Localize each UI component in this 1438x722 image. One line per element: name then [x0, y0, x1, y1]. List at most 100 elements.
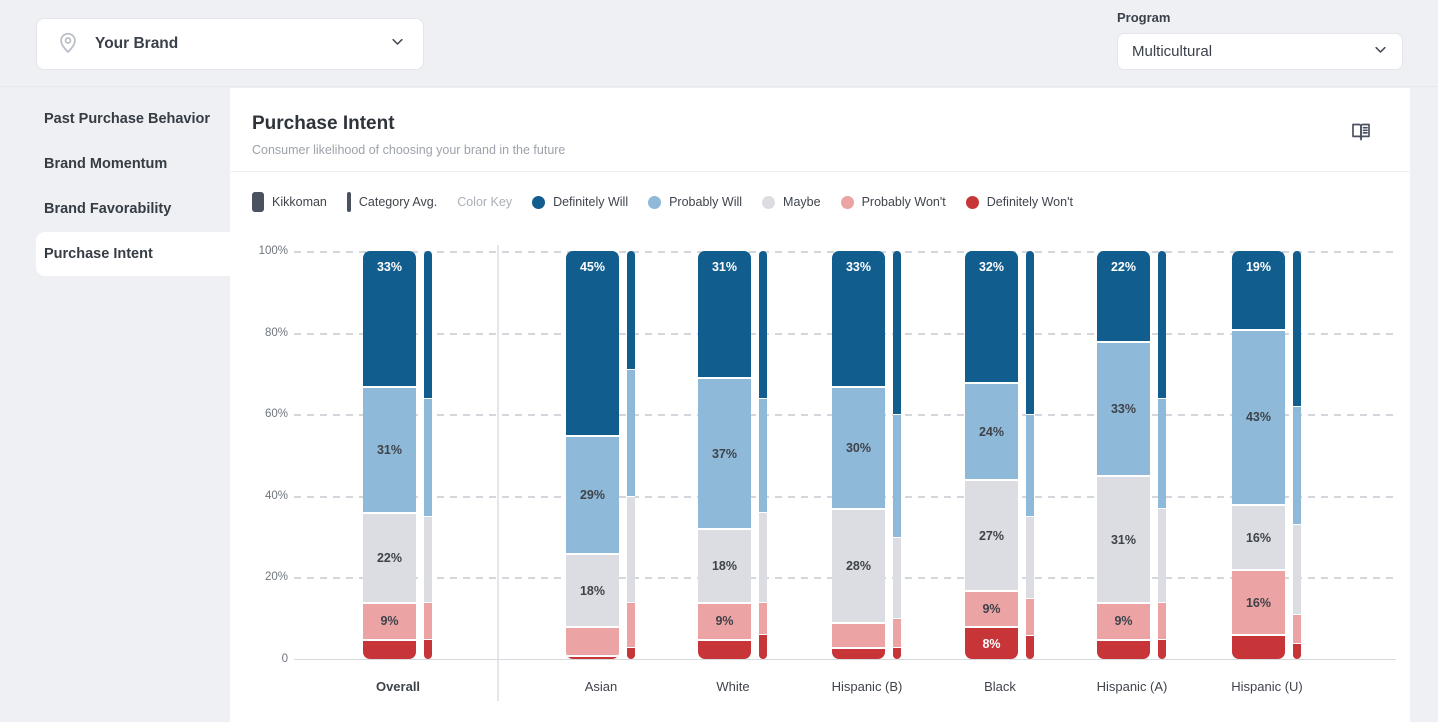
segment-maybe[interactable] — [1293, 524, 1301, 615]
segment-definitely-won-t[interactable] — [627, 646, 635, 659]
kikkoman-bar-hispanic-a[interactable]: 22% 33% 31% 9% — [1097, 251, 1150, 659]
segment-probably-won-t[interactable]: 9% — [698, 601, 751, 639]
bar-group-hispanic-u: 19% 43% 16% 16% Hispanic (U) — [1231, 251, 1303, 694]
segment-maybe[interactable] — [627, 495, 635, 602]
kikkoman-bar-black[interactable]: 32% 24% 27% 9% 8% — [965, 251, 1018, 659]
segment-probably-won-t[interactable] — [424, 601, 432, 639]
segment-probably-will[interactable]: 33% — [1097, 340, 1150, 476]
sidebar-item-brand-favorability[interactable]: Brand Favorability — [44, 201, 172, 217]
segment-probably-won-t[interactable]: 16% — [1232, 569, 1285, 635]
segment-definitely-won-t[interactable] — [1232, 634, 1285, 659]
category-avg-bar-asian[interactable] — [627, 251, 635, 659]
segment-definitely-won-t[interactable] — [1097, 638, 1150, 659]
segment-definitely-will[interactable] — [1158, 251, 1166, 398]
category-avg-bar-white[interactable] — [759, 251, 767, 659]
segment-maybe[interactable] — [424, 516, 432, 602]
segment-value-label: 28% — [845, 559, 872, 574]
segment-probably-will[interactable]: 30% — [832, 385, 885, 509]
kikkoman-bar-overall[interactable]: 33% 31% 22% 9% — [363, 251, 416, 659]
sidebar-item-brand-momentum[interactable]: Brand Momentum — [44, 156, 168, 172]
segment-probably-won-t[interactable]: 9% — [965, 589, 1018, 627]
segment-maybe[interactable]: 31% — [1097, 475, 1150, 602]
y-axis-tick-label: 100% — [258, 245, 288, 257]
kikkoman-bar-hispanic-b[interactable]: 33% 30% 28% — [832, 251, 885, 659]
segment-definitely-won-t[interactable] — [1026, 634, 1034, 659]
segment-probably-won-t[interactable] — [832, 622, 885, 647]
segment-maybe[interactable]: 18% — [698, 528, 751, 602]
segment-probably-will[interactable] — [893, 414, 901, 537]
segment-value-label: 24% — [978, 424, 1005, 439]
segment-maybe[interactable]: 22% — [363, 512, 416, 602]
segment-probably-won-t[interactable] — [1026, 597, 1034, 635]
kikkoman-bar-asian[interactable]: 45% 29% 18% — [566, 251, 619, 659]
segment-probably-will[interactable]: 31% — [363, 385, 416, 513]
segment-definitely-will[interactable] — [1293, 251, 1301, 407]
segment-definitely-won-t[interactable] — [698, 638, 751, 659]
brand-selector[interactable]: Your Brand — [36, 18, 424, 70]
segment-maybe[interactable]: 18% — [566, 552, 619, 627]
segment-probably-will[interactable] — [424, 397, 432, 517]
segment-definitely-will[interactable] — [627, 251, 635, 370]
category-avg-bar-overall[interactable] — [424, 251, 432, 659]
segment-definitely-won-t[interactable] — [893, 646, 901, 659]
segment-probably-won-t[interactable]: 9% — [363, 601, 416, 639]
program-selector-value: Multicultural — [1132, 43, 1213, 60]
sidebar-item-purchase-intent[interactable]: Purchase Intent — [36, 232, 230, 276]
segment-probably-won-t[interactable] — [759, 601, 767, 635]
segment-definitely-will[interactable]: 19% — [1232, 251, 1285, 329]
segment-definitely-won-t[interactable] — [832, 646, 885, 659]
segment-maybe[interactable] — [1158, 508, 1166, 602]
segment-probably-will[interactable]: 24% — [965, 381, 1018, 480]
segment-probably-won-t[interactable] — [566, 626, 619, 655]
segment-definitely-won-t[interactable] — [363, 638, 416, 659]
segment-definitely-will[interactable]: 32% — [965, 251, 1018, 382]
category-avg-bar-hispanic-b[interactable] — [893, 251, 901, 659]
kikkoman-bar-white[interactable]: 31% 37% 18% 9% — [698, 251, 751, 659]
x-axis-label-white: White — [716, 679, 750, 694]
segment-maybe[interactable] — [1026, 516, 1034, 598]
segment-probably-will[interactable] — [1293, 406, 1301, 525]
segment-definitely-will[interactable]: 33% — [363, 251, 416, 386]
category-avg-bar-black[interactable] — [1026, 251, 1034, 659]
segment-definitely-won-t[interactable] — [1158, 638, 1166, 659]
segment-maybe[interactable] — [759, 512, 767, 602]
segment-definitely-won-t[interactable] — [566, 654, 619, 659]
segment-maybe[interactable] — [893, 536, 901, 619]
segment-definitely-will[interactable]: 45% — [566, 251, 619, 435]
segment-maybe[interactable]: 28% — [832, 508, 885, 623]
segment-definitely-will[interactable]: 33% — [832, 251, 885, 386]
segment-probably-will[interactable]: 29% — [566, 434, 619, 553]
category-avg-bar-hispanic-a[interactable] — [1158, 251, 1166, 659]
kikkoman-bar-hispanic-u[interactable]: 19% 43% 16% 16% — [1232, 251, 1285, 659]
segment-definitely-will[interactable] — [759, 251, 767, 398]
segment-maybe[interactable]: 16% — [1232, 503, 1285, 570]
open-book-icon[interactable] — [1348, 118, 1374, 144]
sidebar-item-past-purchase-behavior[interactable]: Past Purchase Behavior — [44, 111, 211, 127]
segment-maybe[interactable]: 27% — [965, 479, 1018, 590]
program-selector[interactable]: Multicultural — [1117, 33, 1403, 70]
y-axis-tick-label: 80% — [264, 326, 288, 339]
segment-definitely-will[interactable]: 22% — [1097, 251, 1150, 341]
segment-definitely-will[interactable] — [893, 251, 901, 415]
category-avg-bar-hispanic-u[interactable] — [1293, 251, 1301, 659]
segment-probably-won-t[interactable] — [1158, 601, 1166, 639]
segment-probably-will[interactable]: 43% — [1232, 328, 1285, 504]
segment-definitely-won-t[interactable]: 8% — [965, 626, 1018, 659]
segment-probably-won-t[interactable]: 9% — [1097, 601, 1150, 639]
y-axis-tick-label: 60% — [264, 408, 288, 421]
segment-definitely-will[interactable] — [1026, 251, 1034, 415]
segment-definitely-won-t[interactable] — [424, 638, 432, 659]
segment-probably-won-t[interactable] — [893, 618, 901, 647]
segment-probably-won-t[interactable] — [627, 601, 635, 647]
segment-value-label: 22% — [1110, 260, 1137, 274]
segment-definitely-won-t[interactable] — [1293, 642, 1301, 659]
segment-probably-will[interactable] — [1026, 414, 1034, 517]
segment-definitely-will[interactable] — [424, 251, 432, 398]
segment-definitely-will[interactable]: 31% — [698, 251, 751, 378]
segment-definitely-won-t[interactable] — [759, 634, 767, 659]
segment-probably-will[interactable] — [1158, 397, 1166, 509]
segment-probably-won-t[interactable] — [1293, 614, 1301, 643]
segment-probably-will[interactable]: 37% — [698, 377, 751, 529]
segment-probably-will[interactable] — [627, 369, 635, 496]
segment-probably-will[interactable] — [759, 397, 767, 513]
